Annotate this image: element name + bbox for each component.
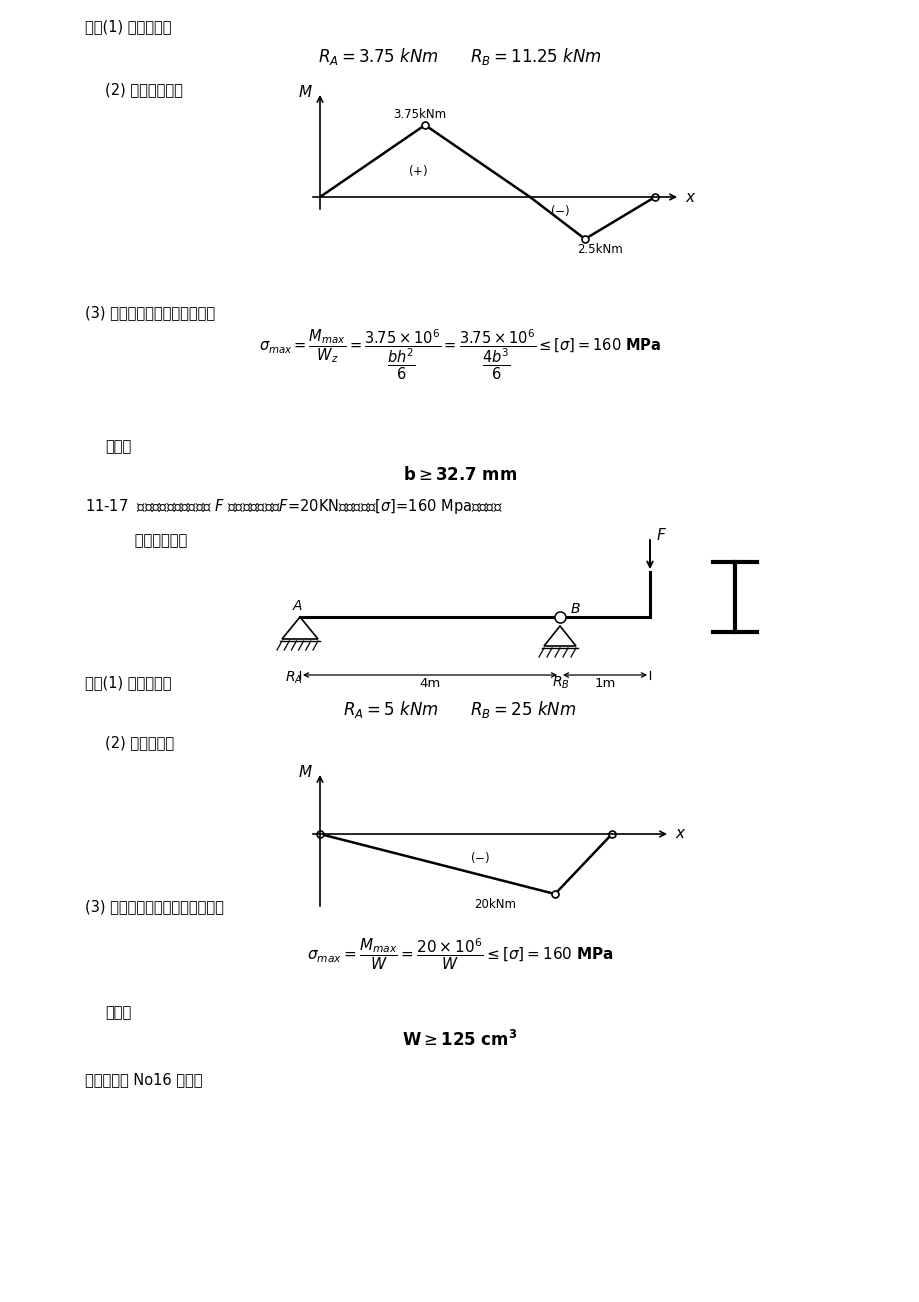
Text: (3) 依据强度条件选择工字锂型号: (3) 依据强度条件选择工字锂型号	[85, 898, 223, 914]
Text: $\mathbf{W} \geq \mathbf{125}\ \mathbf{cm^3}$: $\mathbf{W} \geq \mathbf{125}\ \mathbf{c…	[402, 1030, 517, 1049]
Text: $M$: $M$	[298, 764, 312, 780]
Text: $M$: $M$	[298, 85, 312, 100]
Text: (2) 画出弯矩图：: (2) 画出弯矩图：	[105, 82, 183, 98]
Text: (2) 画弯矩图：: (2) 画弯矩图：	[105, 736, 174, 750]
Text: 20kNm: 20kNm	[473, 898, 516, 911]
Text: $\sigma_{max} = \dfrac{M_{max}}{W} = \dfrac{20\times10^6}{W} \leq [\sigma] = 160: $\sigma_{max} = \dfrac{M_{max}}{W} = \df…	[306, 936, 613, 973]
Text: $F$: $F$	[655, 527, 666, 543]
Text: $\sigma_{max} = \dfrac{M_{max}}{W_z} = \dfrac{3.75\times10^6}{\dfrac{bh^2}{6}} =: $\sigma_{max} = \dfrac{M_{max}}{W_z} = \…	[258, 328, 661, 381]
Text: $R_A$: $R_A$	[285, 671, 302, 686]
Text: 解：(1) 求约束力：: 解：(1) 求约束力：	[85, 674, 171, 690]
Text: 查表，选取 No16 工字锂: 查表，选取 No16 工字锂	[85, 1072, 202, 1087]
Text: $R_A = 3.75\ kNm\quad\quad R_B = 11.25\ \mathit{kNm}$: $R_A = 3.75\ kNm\quad\quad R_B = 11.25\ …	[318, 46, 601, 66]
Text: $x$: $x$	[675, 827, 686, 841]
Text: 11-17  图示外伸梁，承受载荷 $F$ 作用。已知载荷$F$=20KN，许用应力[$σ$]=160 Mpa，试选择: 11-17 图示外伸梁，承受载荷 $F$ 作用。已知载荷$F$=20KN，许用应…	[85, 497, 503, 516]
Text: 解得：: 解得：	[105, 1005, 131, 1019]
Text: $x$: $x$	[685, 190, 696, 204]
Text: $\mathbf{b} \geq \mathbf{32.7}\ \mathbf{mm}$: $\mathbf{b} \geq \mathbf{32.7}\ \mathbf{…	[403, 466, 516, 484]
Text: 4m: 4m	[419, 677, 440, 690]
Text: $(+)$: $(+)$	[407, 163, 427, 178]
Text: 解：(1) 求约束力：: 解：(1) 求约束力：	[85, 20, 171, 34]
Text: 工字钢型号。: 工字钢型号。	[107, 533, 187, 548]
Text: $R_A = 5\ kNm\quad\quad R_B = 25\ \mathit{kNm}$: $R_A = 5\ kNm\quad\quad R_B = 25\ \mathi…	[343, 699, 576, 720]
Text: 解得：: 解得：	[105, 439, 131, 454]
Text: $(-)$: $(-)$	[470, 850, 490, 865]
Text: (3) 依据强度条件确定截面尺寸: (3) 依据强度条件确定截面尺寸	[85, 305, 215, 320]
Text: $(-)$: $(-)$	[550, 203, 570, 217]
Text: $A$: $A$	[292, 599, 303, 613]
Text: $B$: $B$	[570, 602, 580, 616]
Text: 3.75kNm: 3.75kNm	[393, 108, 446, 121]
Text: $R_B$: $R_B$	[551, 674, 569, 691]
Text: 1m: 1m	[594, 677, 615, 690]
Text: 2.5kNm: 2.5kNm	[576, 243, 622, 256]
